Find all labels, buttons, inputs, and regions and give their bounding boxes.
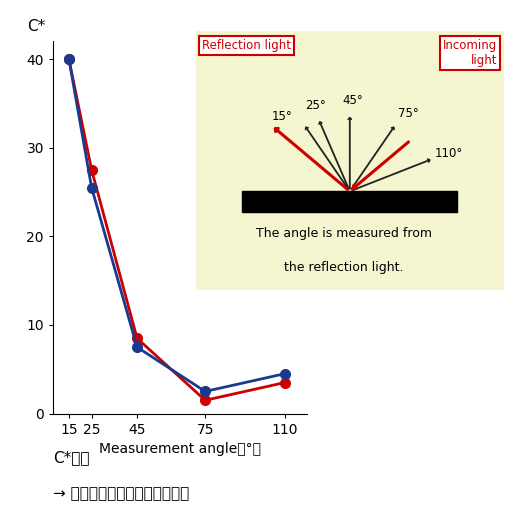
Text: 45°: 45° xyxy=(342,94,363,108)
Text: The angle is measured from: The angle is measured from xyxy=(255,227,431,240)
Text: 15°: 15° xyxy=(272,110,293,123)
Text: Reflection light: Reflection light xyxy=(202,39,292,52)
Text: C*彩度: C*彩度 xyxy=(53,450,90,465)
Text: 75°: 75° xyxy=(398,108,419,120)
Text: C*: C* xyxy=(28,19,46,34)
Text: the reflection light.: the reflection light. xyxy=(284,261,403,274)
Text: → ギラツキのない高彩度を実現: → ギラツキのない高彩度を実現 xyxy=(53,486,189,501)
Bar xyxy=(242,191,457,212)
Text: 25°: 25° xyxy=(305,99,325,112)
X-axis label: Measurement angle（°）: Measurement angle（°） xyxy=(99,442,261,456)
Text: 110°: 110° xyxy=(435,147,463,160)
Text: Incoming
light: Incoming light xyxy=(443,39,497,67)
